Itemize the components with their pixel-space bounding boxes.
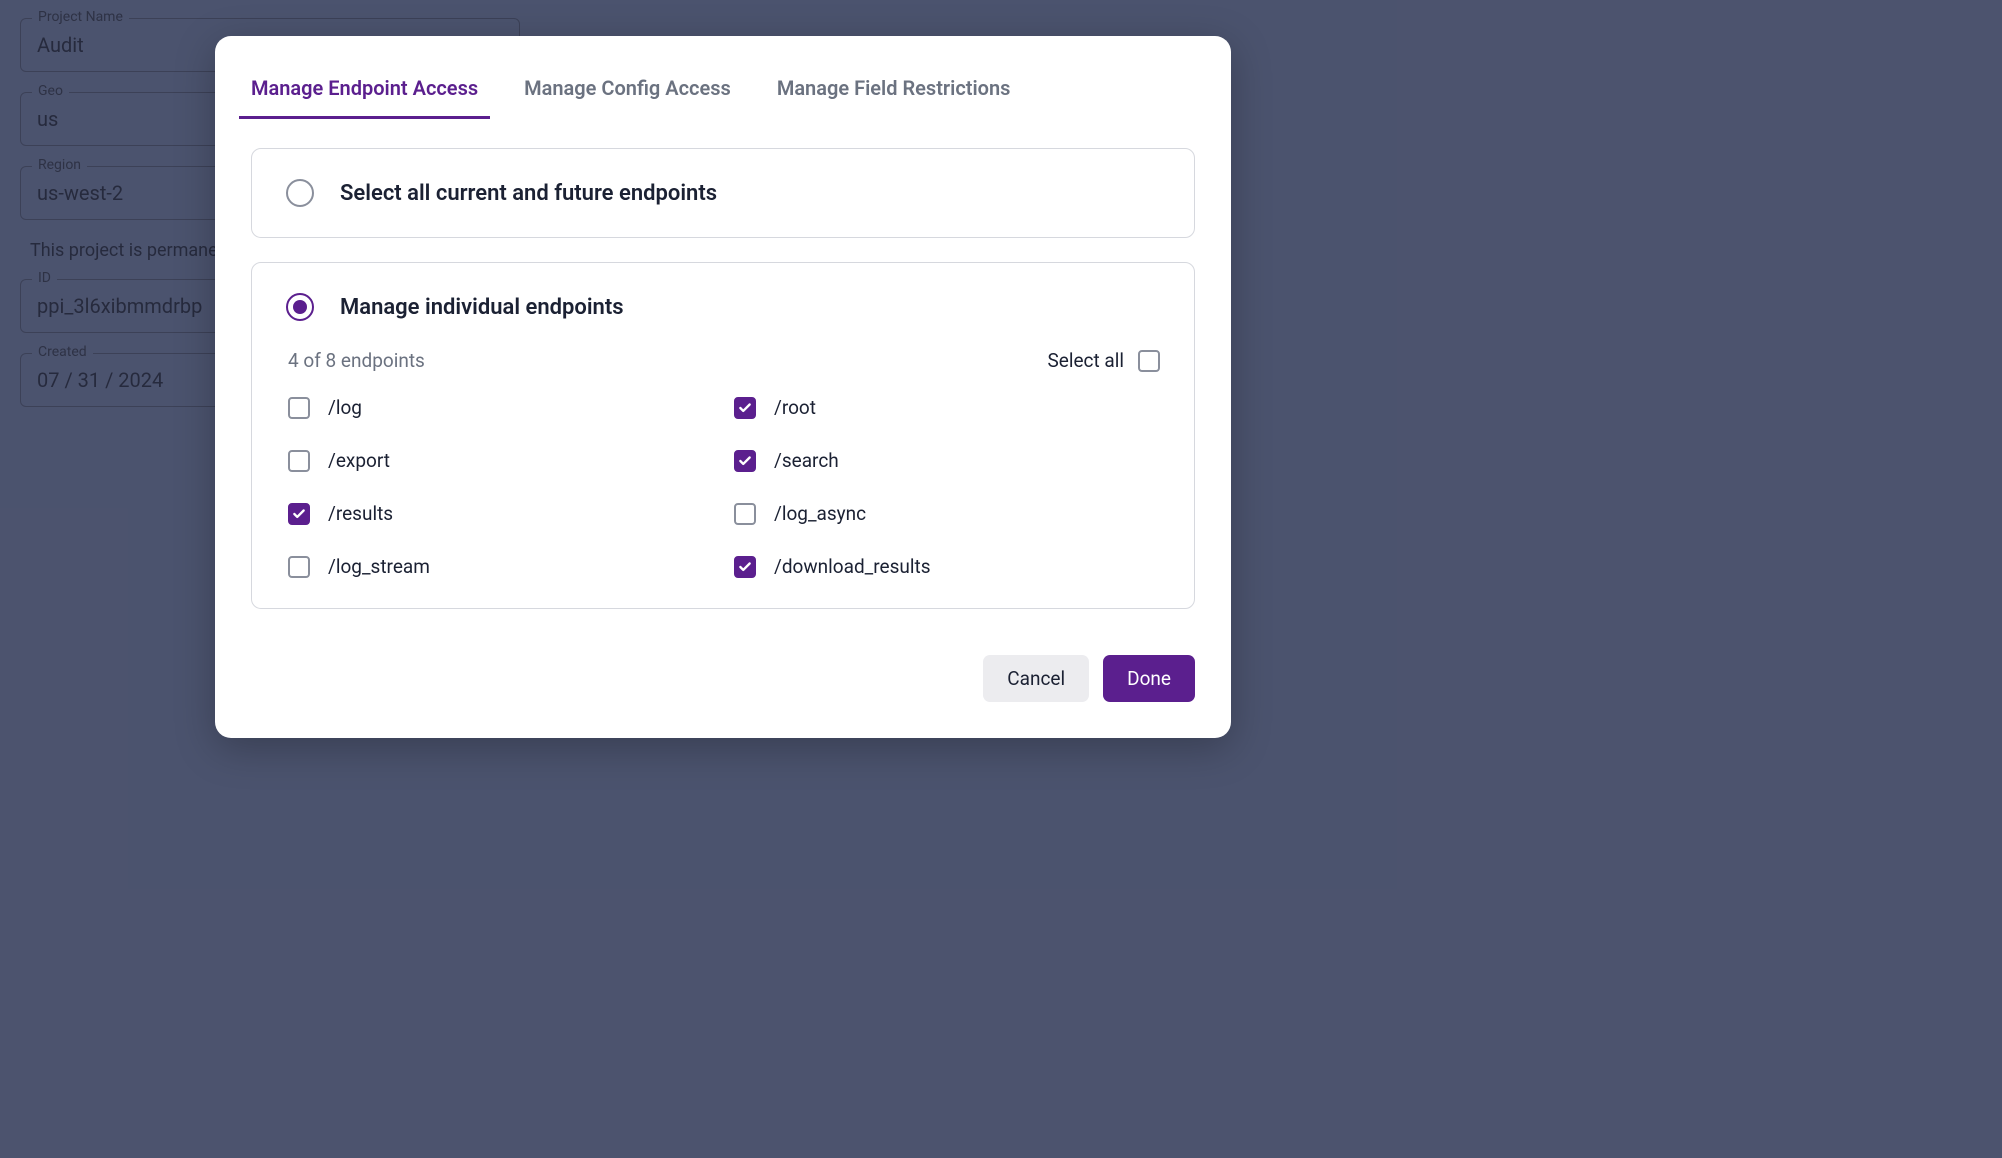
endpoint-label: /results bbox=[328, 502, 393, 525]
endpoint-label: /root bbox=[774, 396, 816, 419]
tab-field-restrictions[interactable]: Manage Field Restrictions bbox=[777, 70, 1011, 118]
endpoint-checkbox[interactable] bbox=[288, 503, 310, 525]
cancel-button[interactable]: Cancel bbox=[983, 655, 1089, 702]
modal-tabs: Manage Endpoint Access Manage Config Acc… bbox=[251, 70, 1195, 118]
button-label: Cancel bbox=[1007, 667, 1065, 690]
modal-footer: Cancel Done bbox=[251, 655, 1195, 702]
endpoint-log-stream[interactable]: /log_stream bbox=[288, 555, 714, 578]
endpoint-checkbox[interactable] bbox=[734, 397, 756, 419]
select-all-checkbox[interactable] bbox=[1138, 350, 1160, 372]
option-header: Select all current and future endpoints bbox=[286, 179, 1160, 207]
tab-label: Manage Endpoint Access bbox=[251, 76, 478, 100]
endpoint-label: /download_results bbox=[774, 555, 931, 578]
endpoint-label: /log_async bbox=[774, 502, 866, 525]
endpoint-checkbox[interactable] bbox=[288, 397, 310, 419]
radio-select-all[interactable] bbox=[286, 179, 314, 207]
endpoint-checkbox[interactable] bbox=[288, 556, 310, 578]
tab-endpoint-access[interactable]: Manage Endpoint Access bbox=[251, 70, 478, 118]
endpoint-export[interactable]: /export bbox=[288, 449, 714, 472]
endpoint-checkbox[interactable] bbox=[288, 450, 310, 472]
select-all-label: Select all bbox=[1047, 349, 1124, 372]
endpoint-search[interactable]: /search bbox=[734, 449, 1160, 472]
option-select-all[interactable]: Select all current and future endpoints bbox=[251, 148, 1195, 238]
endpoint-log-async[interactable]: /log_async bbox=[734, 502, 1160, 525]
tab-label: Manage Field Restrictions bbox=[777, 76, 1011, 100]
endpoint-checkbox[interactable] bbox=[734, 556, 756, 578]
endpoint-label: /export bbox=[328, 449, 390, 472]
endpoint-label: /log bbox=[328, 396, 362, 419]
option-title: Select all current and future endpoints bbox=[340, 181, 717, 206]
radio-individual[interactable] bbox=[286, 293, 314, 321]
endpoint-checkbox[interactable] bbox=[734, 503, 756, 525]
option-title: Manage individual endpoints bbox=[340, 295, 624, 320]
endpoint-label: /search bbox=[774, 449, 839, 472]
endpoint-download-results[interactable]: /download_results bbox=[734, 555, 1160, 578]
endpoint-checkbox[interactable] bbox=[734, 450, 756, 472]
button-label: Done bbox=[1127, 667, 1171, 690]
endpoint-list-meta: 4 of 8 endpoints Select all bbox=[286, 349, 1160, 372]
done-button[interactable]: Done bbox=[1103, 655, 1195, 702]
endpoint-count: 4 of 8 endpoints bbox=[288, 349, 425, 372]
option-individual: Manage individual endpoints 4 of 8 endpo… bbox=[251, 262, 1195, 609]
endpoints-grid: /log /root /export /search bbox=[288, 396, 1160, 578]
option-header[interactable]: Manage individual endpoints bbox=[286, 293, 1160, 321]
tab-label: Manage Config Access bbox=[524, 76, 731, 100]
select-all-toggle[interactable]: Select all bbox=[1047, 349, 1160, 372]
endpoint-label: /log_stream bbox=[328, 555, 430, 578]
endpoint-results[interactable]: /results bbox=[288, 502, 714, 525]
endpoint-log[interactable]: /log bbox=[288, 396, 714, 419]
tab-config-access[interactable]: Manage Config Access bbox=[524, 70, 731, 118]
radio-inner-icon bbox=[293, 300, 307, 314]
manage-access-modal: Manage Endpoint Access Manage Config Acc… bbox=[215, 36, 1231, 738]
endpoint-root[interactable]: /root bbox=[734, 396, 1160, 419]
